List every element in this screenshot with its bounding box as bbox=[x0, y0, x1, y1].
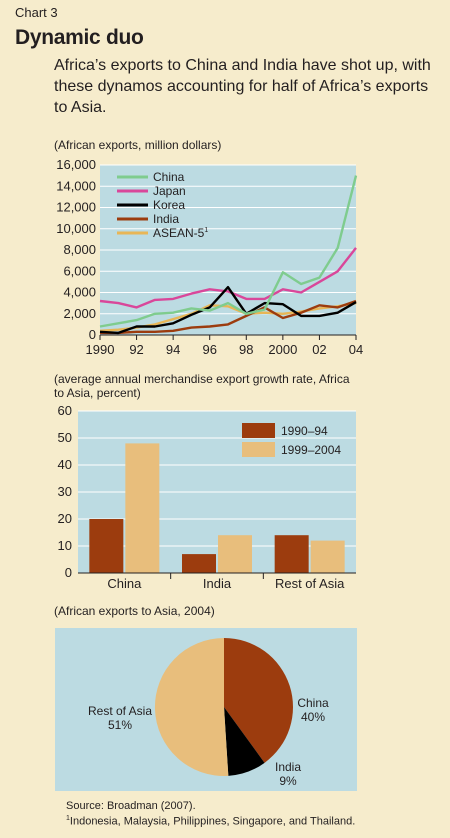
chart-number: Chart 3 bbox=[15, 5, 58, 20]
series-line-korea bbox=[99, 286, 357, 335]
x-tick-label: 02 bbox=[312, 342, 326, 357]
legend-label: 1990–94 bbox=[281, 424, 328, 438]
pie-chart-title: (African exports to Asia, 2004) bbox=[54, 604, 215, 618]
legend-label: India bbox=[153, 212, 179, 226]
y-tick-label: 10 bbox=[58, 538, 72, 553]
x-tick-label: Rest of Asia bbox=[275, 576, 345, 591]
y-tick-label: 8,000 bbox=[63, 242, 96, 257]
y-tick-label: 4,000 bbox=[63, 285, 96, 300]
y-tick-label: 0 bbox=[89, 327, 96, 342]
legend-label: Korea bbox=[153, 198, 185, 212]
x-tick-label: 04 bbox=[349, 342, 363, 357]
legend-label: Japan bbox=[153, 184, 186, 198]
y-tick-label: 10,000 bbox=[56, 221, 96, 236]
pie-value-label: 9% bbox=[279, 774, 297, 788]
series-line-india bbox=[100, 299, 357, 335]
bar-chart-title: (average annual merchandise export growt… bbox=[54, 372, 350, 400]
line-chart-title: (African exports, million dollars) bbox=[54, 138, 222, 152]
y-tick-label: 20 bbox=[58, 511, 72, 526]
page-title: Dynamic duo bbox=[15, 26, 144, 49]
x-tick-label: 92 bbox=[129, 342, 143, 357]
legend-swatch bbox=[242, 442, 275, 457]
pie-slice-china bbox=[224, 638, 293, 763]
y-tick-label: 60 bbox=[58, 403, 72, 418]
pie-value-label: 40% bbox=[301, 710, 325, 724]
page-subtitle: Africa’s exports to China and India have… bbox=[54, 57, 431, 116]
x-tick-label: 98 bbox=[239, 342, 253, 357]
pie-slice-india bbox=[224, 707, 265, 776]
x-tick-label: China bbox=[107, 576, 142, 591]
series-line-japan bbox=[99, 247, 357, 309]
legend-label: China bbox=[153, 170, 185, 184]
y-tick-label: 6,000 bbox=[63, 263, 96, 278]
x-tick-label: 96 bbox=[202, 342, 216, 357]
pie-label: Rest of Asia bbox=[88, 704, 152, 718]
footnote: 1Indonesia, Malaysia, Philippines, Singa… bbox=[66, 815, 355, 828]
y-tick-label: 30 bbox=[58, 484, 72, 499]
x-tick-label: 1990 bbox=[86, 342, 115, 357]
pie-label: India bbox=[275, 760, 301, 774]
bar bbox=[89, 519, 124, 573]
x-tick-label: 94 bbox=[166, 342, 180, 357]
source-note: Source: Broadman (2007). bbox=[66, 800, 196, 812]
pie-slice-rest-of-asia bbox=[154, 638, 229, 776]
y-tick-label: 14,000 bbox=[56, 178, 96, 193]
bar bbox=[125, 443, 160, 573]
legend-label: ASEAN-51 bbox=[153, 226, 208, 240]
y-tick-label: 12,000 bbox=[56, 200, 96, 215]
bar bbox=[274, 535, 309, 573]
y-tick-label: 2,000 bbox=[63, 306, 96, 321]
legend-label: 1999–2004 bbox=[281, 443, 341, 457]
pie-label: China bbox=[297, 696, 329, 710]
bar bbox=[218, 535, 252, 573]
x-tick-label: 2000 bbox=[268, 342, 297, 357]
pie-value-label: 51% bbox=[108, 718, 132, 732]
y-tick-label: 40 bbox=[58, 457, 72, 472]
footnote-text: Indonesia, Malaysia, Philippines, Singap… bbox=[69, 815, 356, 828]
y-tick-label: 50 bbox=[58, 430, 72, 445]
series-line-china bbox=[99, 175, 358, 328]
legend-swatch bbox=[242, 423, 275, 438]
y-tick-label: 16,000 bbox=[56, 157, 96, 172]
y-tick-label: 0 bbox=[65, 565, 72, 580]
bar bbox=[310, 540, 345, 573]
footnote-mark: 1 bbox=[66, 815, 70, 822]
bar bbox=[182, 554, 216, 573]
x-tick-label: India bbox=[203, 576, 232, 591]
